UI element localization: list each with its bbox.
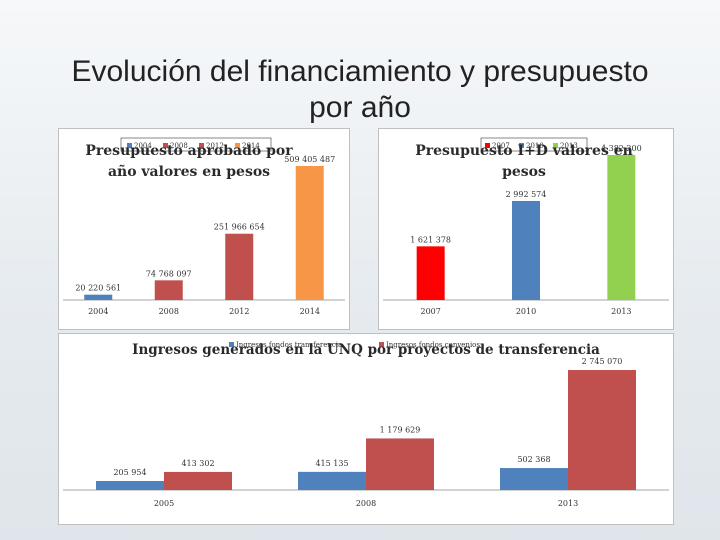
x-tick-label: 2014: [300, 307, 320, 316]
slide-title-line2: por año: [309, 91, 411, 124]
bar: [164, 471, 232, 490]
chart-presupuesto-panel: 2004 2008 2012 2014 Presupuesto aprobado po…: [58, 128, 350, 330]
bar: [416, 246, 445, 300]
x-tick-label: 2012: [229, 307, 249, 316]
x-tick-label: 2010: [516, 307, 536, 316]
bar: [366, 438, 434, 490]
legend-label: 2004: [134, 142, 152, 150]
chart-title-line2: pesos: [502, 164, 546, 180]
chart-title-line1: Presupuesto I+D valores en: [415, 143, 633, 159]
legend-swatch: [199, 143, 204, 148]
data-label: 1 179 629: [380, 425, 421, 434]
x-tick-label: 2005: [154, 499, 174, 508]
legend-swatch: [163, 143, 168, 148]
data-label: 509 405 487: [284, 155, 335, 164]
chart-title-line2: año valores en pesos: [108, 163, 270, 180]
x-tick-label: 2013: [611, 307, 631, 316]
legend-box: [480, 137, 588, 152]
legend-label: 2012: [206, 142, 224, 150]
chart-id: 2007 2010 2013 Presupuesto I+D valores en …: [383, 137, 669, 316]
bar: [295, 166, 324, 300]
chart-title: Ingresos generados en la UNQ por proyect…: [132, 342, 600, 358]
data-label: 4 382 200: [601, 144, 642, 153]
bar: [512, 200, 540, 300]
x-tick-label: 2008: [356, 499, 376, 508]
bar: [607, 155, 636, 300]
legend-box: [120, 137, 272, 152]
bar: [225, 233, 254, 300]
chart-id-panel: 2007 2010 2013 Presupuesto I+D valores en …: [378, 128, 674, 330]
legend-swatch: [379, 342, 384, 347]
data-label: 251 966 654: [214, 223, 265, 232]
legend-swatch: [519, 143, 524, 148]
data-label: 2 745 070: [582, 357, 623, 366]
bar: [500, 468, 568, 490]
data-label: 20 220 561: [75, 284, 121, 293]
data-label: 413 302: [181, 459, 214, 468]
data-label: 502 368: [517, 455, 550, 464]
data-label: 205 954: [113, 468, 146, 477]
x-tick-label: 2013: [558, 499, 578, 508]
data-label: 2 992 574: [506, 190, 547, 199]
chart-presupuesto: 2004 2008 2012 2014 Presupuesto aprobado po…: [63, 137, 345, 316]
legend-label: 2007: [492, 142, 510, 150]
legend-swatch: [553, 143, 558, 148]
legend-label: Ingresos fondos convenios: [386, 341, 480, 349]
bar: [84, 294, 113, 300]
legend-label: 2010: [526, 142, 544, 150]
x-tick-label: 2004: [88, 307, 108, 316]
slide-title-line1: Evolución del financiamiento y presupues…: [71, 55, 649, 88]
legend-label: 2013: [560, 142, 578, 150]
legend-swatch: [235, 143, 240, 148]
x-tick-label: 2008: [159, 307, 179, 316]
legend-label: Ingresos fondos transferencia: [236, 341, 342, 349]
legend-swatch: [229, 342, 234, 347]
bar: [568, 370, 636, 490]
chart-ingresos: Ingresos fondos transferencia Ingresos fo…: [63, 341, 669, 508]
legend-swatch: [485, 143, 490, 148]
legend-label: 2014: [242, 142, 260, 150]
legend-label: 2008: [170, 142, 188, 150]
data-label: 74 768 097: [146, 269, 192, 278]
slide-title: Evolución del financiamiento y presupues…: [40, 54, 680, 126]
bar: [154, 280, 183, 300]
legend-swatch: [127, 143, 132, 148]
chart-ingresos-panel: Ingresos fondos transferencia Ingresos fo…: [58, 333, 674, 525]
x-tick-label: 2007: [420, 307, 440, 316]
bar: [96, 480, 164, 490]
chart-title-line1: Presupuesto aprobado por: [85, 143, 293, 159]
data-label: 415 135: [315, 459, 348, 468]
data-label: 1 621 378: [410, 235, 451, 244]
bar: [298, 471, 366, 490]
